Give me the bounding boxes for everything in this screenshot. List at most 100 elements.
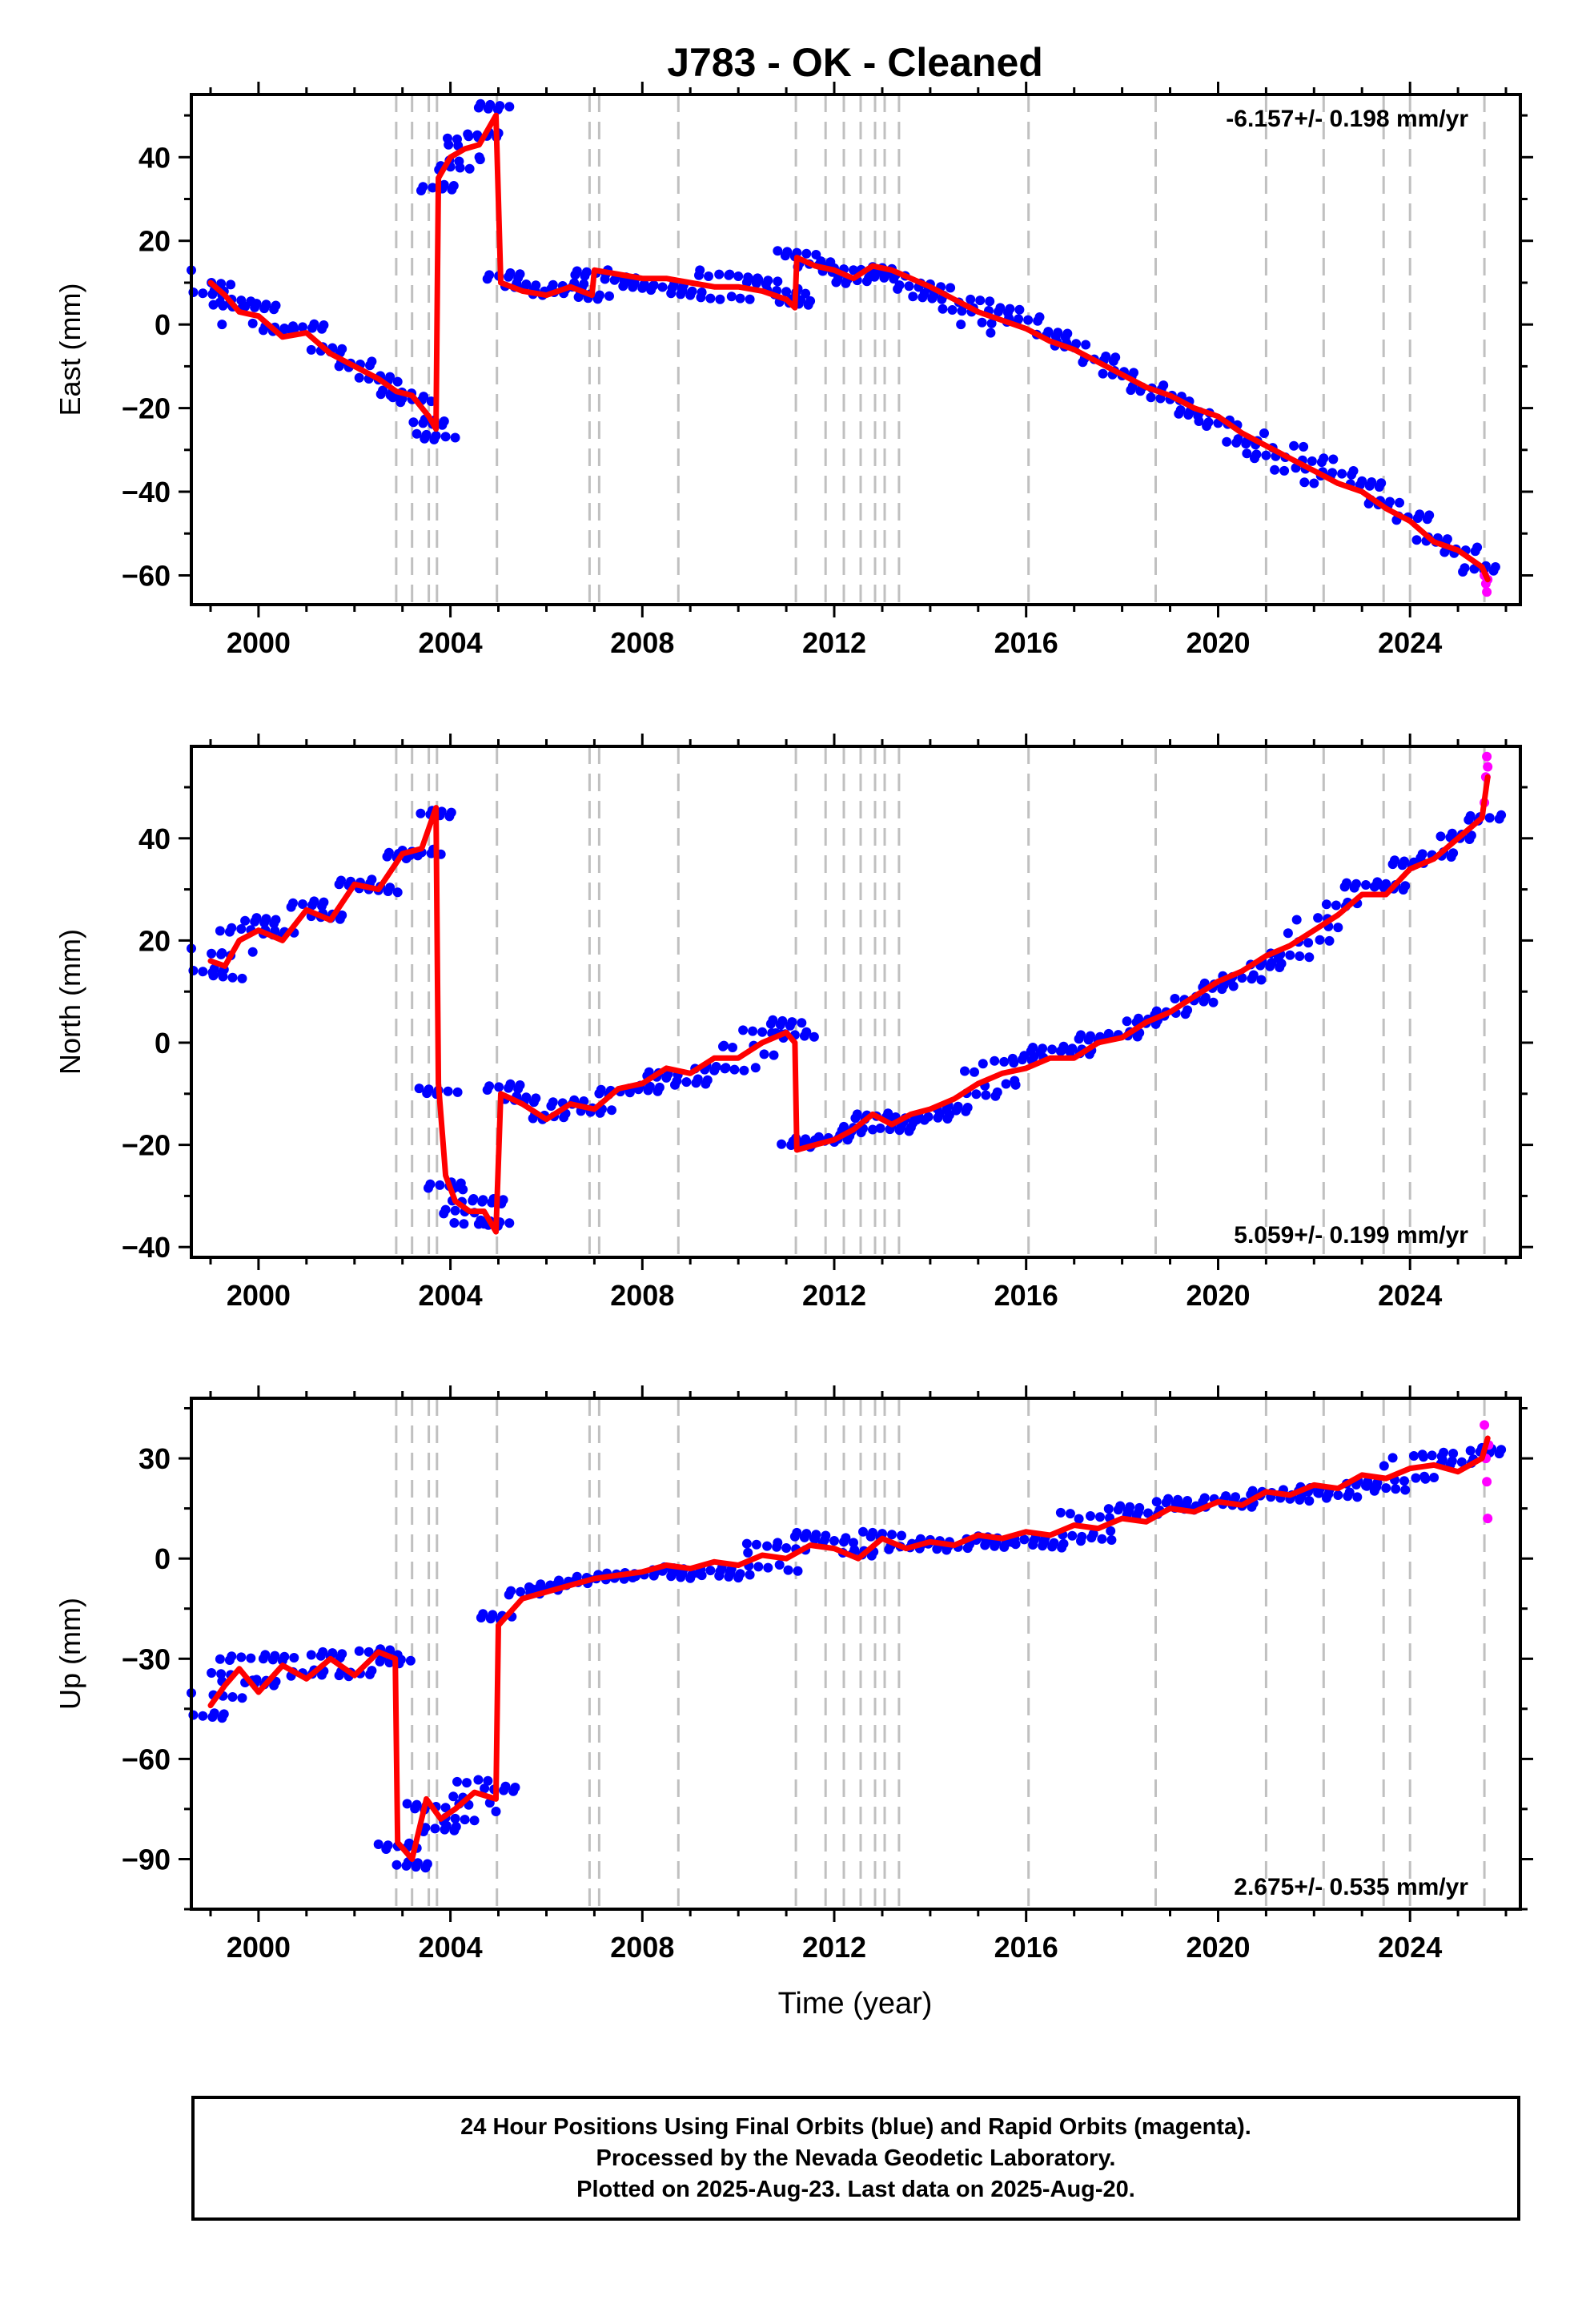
final-orbit-point: [1323, 1489, 1334, 1499]
final-orbit-point: [1399, 856, 1409, 866]
final-orbit-point: [1448, 848, 1459, 858]
final-orbit-point: [849, 1545, 860, 1555]
final-orbit-point: [1391, 1484, 1401, 1494]
final-orbit-point: [412, 1858, 423, 1868]
final-orbit-point: [849, 265, 858, 275]
final-orbit-point: [1049, 1538, 1059, 1548]
final-orbit-point: [1387, 1453, 1398, 1463]
final-orbit-point: [1417, 849, 1427, 859]
final-orbit-point: [1472, 542, 1483, 553]
final-orbit-point: [504, 102, 515, 112]
final-orbit-point: [781, 287, 792, 297]
final-orbit-point: [1496, 1445, 1507, 1455]
final-orbit-point: [801, 1134, 811, 1144]
final-orbit-point: [694, 270, 704, 280]
final-orbit-point: [289, 1653, 299, 1663]
final-orbit-point: [596, 1084, 606, 1095]
final-orbit-point: [1304, 952, 1315, 963]
final-orbit-point: [260, 1650, 271, 1660]
final-orbit-point: [735, 293, 745, 304]
final-orbit-point: [1122, 1016, 1132, 1027]
final-orbit-point: [363, 1647, 374, 1657]
final-orbit-point: [396, 1655, 406, 1665]
final-orbit-point: [620, 277, 630, 287]
final-orbit-point: [462, 1778, 472, 1788]
final-orbit-point: [440, 1803, 451, 1813]
final-orbit-point: [1352, 1492, 1363, 1502]
final-orbit-point: [237, 1693, 247, 1703]
final-orbit-point: [1203, 417, 1214, 428]
final-orbit-point: [693, 1074, 703, 1084]
final-orbit-point: [1309, 478, 1319, 489]
final-orbit-point: [1097, 1534, 1107, 1544]
final-orbit-point: [319, 897, 329, 907]
footer-line-2: Processed by the Nevada Geodetic Laborat…: [596, 2145, 1116, 2171]
final-orbit-point: [648, 281, 658, 292]
final-orbit-point: [829, 1536, 839, 1546]
final-orbit-point: [572, 1571, 582, 1582]
final-orbit-point: [428, 183, 438, 193]
final-orbit-point: [1071, 339, 1082, 349]
final-orbit-point: [554, 1575, 564, 1586]
final-orbit-point: [1010, 1076, 1020, 1086]
final-orbit-point: [207, 1668, 217, 1678]
final-orbit-point: [1261, 450, 1271, 460]
final-orbit-point: [908, 292, 918, 302]
final-orbit-point: [412, 428, 422, 439]
x-tick-label: 2020: [1186, 1279, 1250, 1312]
final-orbit-point: [904, 281, 914, 292]
final-orbit-point: [757, 1027, 768, 1037]
rapid-orbit-point: [1483, 762, 1493, 772]
final-orbit-point: [484, 270, 495, 280]
east-panel: 2000 2004 2008 2012 2016 2020 2024 −60 −40 −20 0 20…: [54, 82, 1533, 659]
final-orbit-point: [227, 923, 237, 933]
final-orbit-point: [354, 1646, 364, 1656]
y-tick-label: −40: [122, 1231, 171, 1264]
final-orbit-point: [887, 1530, 897, 1540]
final-orbit-point: [298, 322, 307, 332]
final-orbit-point: [1270, 464, 1280, 475]
final-orbit-point: [1496, 810, 1507, 820]
final-orbit-point: [1200, 992, 1211, 1003]
final-orbit-point: [1237, 973, 1247, 983]
final-orbit-point: [424, 1084, 434, 1095]
final-orbit-point: [966, 294, 976, 304]
final-orbit-point: [726, 292, 737, 302]
final-orbit-point: [1124, 1506, 1134, 1517]
final-orbit-point: [1181, 1500, 1191, 1510]
x-tick-label: 2008: [610, 1931, 674, 1964]
final-orbit-point: [443, 133, 452, 143]
x-tick-label: 2004: [419, 1279, 483, 1312]
final-orbit-point: [449, 1218, 460, 1228]
final-orbit-point: [1058, 1538, 1069, 1549]
x-tick-label: 2012: [802, 626, 866, 659]
final-orbit-point: [383, 847, 394, 858]
final-orbit-point: [446, 807, 456, 818]
final-orbit-point: [1088, 1529, 1098, 1539]
final-orbit-point: [251, 299, 262, 309]
y-tick-label: −20: [122, 1129, 171, 1162]
final-orbit-point: [745, 1570, 755, 1580]
x-tick-label: 2000: [227, 1931, 291, 1964]
final-orbit-point: [367, 356, 377, 367]
final-orbit-point: [383, 1840, 393, 1851]
final-orbit-point: [1417, 1449, 1427, 1460]
final-orbit-point: [1279, 465, 1290, 476]
x-tick-label: 2008: [610, 1279, 674, 1312]
final-orbit-point: [500, 1781, 511, 1791]
final-orbit-point: [1039, 1537, 1050, 1547]
final-orbit-point: [524, 1582, 534, 1592]
final-orbit-point: [668, 1567, 678, 1578]
final-orbit-point: [477, 1196, 488, 1207]
final-orbit-point: [1014, 304, 1025, 315]
final-orbit-point: [1019, 1534, 1030, 1545]
final-orbit-point: [474, 152, 484, 163]
final-orbit-point: [654, 1082, 665, 1092]
x-tick-label: 2000: [227, 1279, 291, 1312]
final-orbit-point: [1315, 935, 1325, 945]
final-orbit-point: [849, 1538, 858, 1548]
x-tick-label: 2008: [610, 626, 674, 659]
final-orbit-point: [405, 1655, 416, 1666]
final-orbit-point: [1055, 1507, 1066, 1518]
final-orbit-point: [1299, 441, 1309, 452]
